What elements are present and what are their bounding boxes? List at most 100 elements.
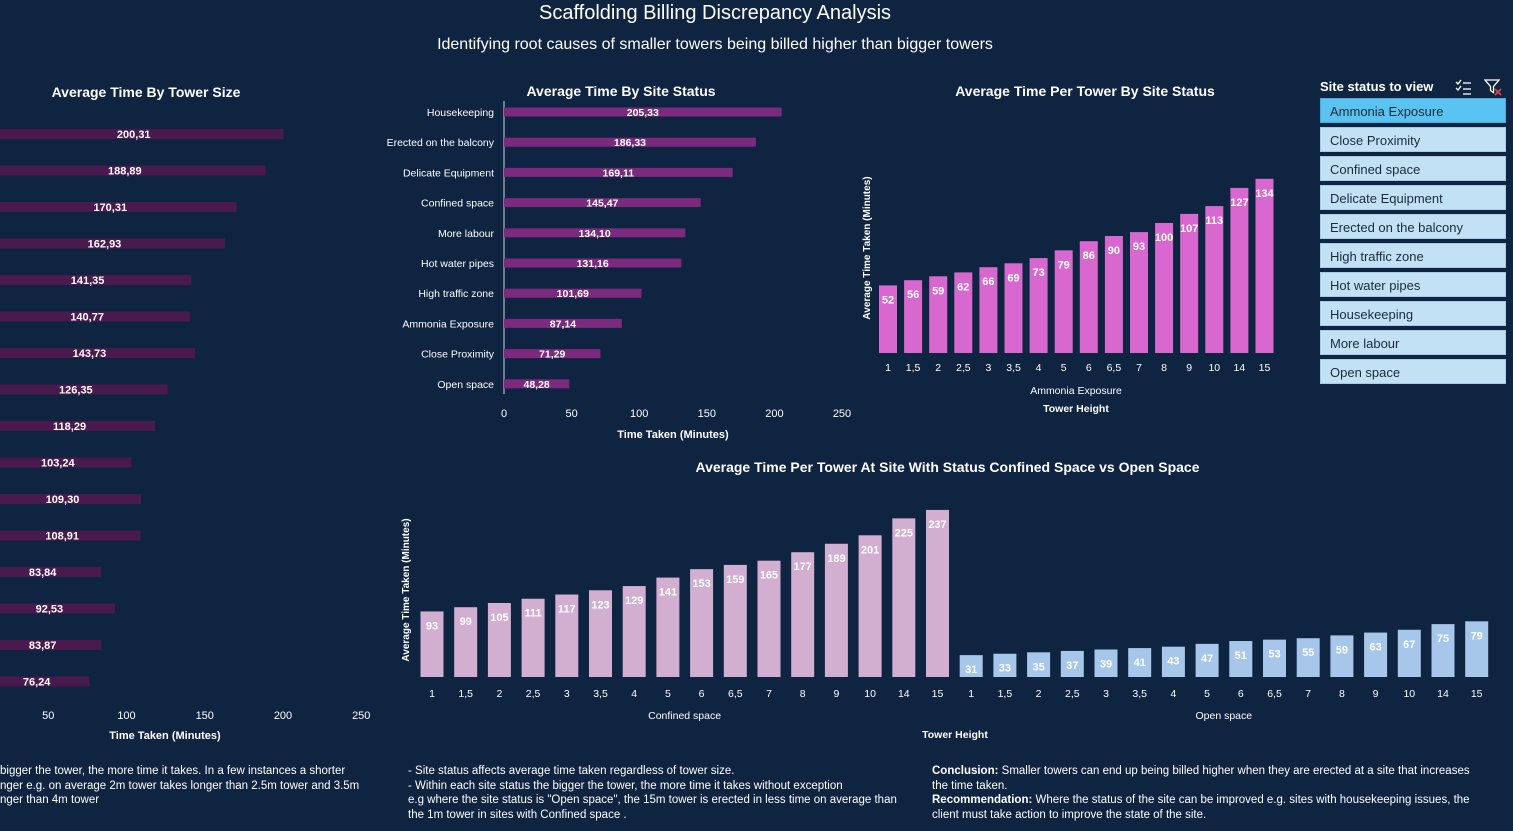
category-label: Housekeeping [427,107,494,119]
note-conclusion: Conclusion: Smaller towers can end up be… [932,764,1470,822]
bar [904,280,923,353]
x-tick-label: 2 [935,362,941,374]
data-label: 86 [1083,250,1095,262]
data-label: 53 [1268,649,1280,661]
x-tick-label: 10 [1208,362,1220,374]
data-label: 123 [591,599,609,611]
data-label: 47 [1201,653,1213,665]
x-tick-label: 100 [630,408,648,420]
x-tick-label: 1,5 [906,362,921,374]
x-tick-label: 3,5 [1006,362,1021,374]
data-label: 103,24 [41,458,76,470]
x-tick-label: 8 [800,688,806,700]
bar [420,611,444,677]
data-label: 73 [1032,267,1044,279]
bar [622,586,646,677]
data-label: 189 [827,553,845,565]
bar [1364,632,1388,677]
data-label: 55 [1302,647,1314,659]
bar [723,564,747,677]
x-tick-label: 250 [352,710,370,722]
bar [791,552,815,677]
data-label: 127 [1230,197,1248,209]
data-label: 201 [861,544,879,556]
bar [1195,643,1219,677]
data-label: 35 [1032,661,1044,673]
chart-title-per-tower-status: Average Time Per Tower By Site Status [955,83,1215,99]
slicer-item[interactable]: Hot water pipes [1320,272,1506,297]
x-tick-label: 6,5 [1267,688,1282,700]
slicer-item[interactable]: High traffic zone [1320,243,1506,268]
data-label: 62 [957,281,969,293]
data-label: 59 [1336,644,1348,656]
slicer-item[interactable]: Close Proximity [1320,127,1506,152]
bar [589,590,612,677]
x-tick-label: 1 [968,688,974,700]
x-tick-label: 5 [665,688,671,700]
bar [504,107,782,117]
data-label: 159 [726,574,744,586]
bar [1230,187,1249,353]
data-label: 111 [525,608,542,620]
bar [892,518,916,677]
chart-title-site-status: Average Time By Site Status [526,83,716,99]
data-label: 177 [794,561,812,573]
bar [0,238,225,249]
note-line: the 1m tower in sites with Confined spac… [408,808,627,821]
bar [1161,646,1185,677]
slicer-item[interactable]: Housekeeping [1320,301,1506,326]
slicer-item[interactable]: More labour [1320,330,1506,355]
bar [757,560,781,677]
data-label: 200,31 [117,129,151,141]
bar [487,602,511,677]
bar [1431,624,1455,677]
category-label: Ammonia Exposure [402,318,494,330]
data-label: 113 [1205,215,1223,227]
note-line: - Site status affects average time taken… [408,765,735,777]
x-tick-label: 4 [631,688,637,700]
x-tick-label: 100 [117,710,135,722]
chart-title-tower-size: Average Time By Tower Size [51,84,241,100]
slicer-item[interactable]: Ammonia Exposure [1320,98,1506,123]
data-label: 188,89 [108,166,142,178]
data-label: 143,73 [73,348,107,360]
bar [1004,263,1023,353]
conclusion-text-2: the time taken. [932,779,1008,792]
recommendation-text-2: client must take action to improve the s… [932,808,1207,821]
x-tick-label: 9 [1373,688,1379,700]
bar [1079,241,1098,353]
x-tick-label: 5 [1204,688,1210,700]
bar [1229,641,1253,677]
note-line: e.g where the site status is "Open space… [408,794,897,806]
data-label: 43 [1167,656,1179,668]
x-tick-label: 150 [196,710,214,722]
note-line: - Within each site status the bigger the… [408,779,843,792]
bar [959,655,983,677]
confined-vs-open-chart: Average Time Taken (Minutes) 931991,51052… [401,509,1489,741]
bar [824,543,848,677]
bar [0,275,192,285]
slicer-item[interactable]: Delicate Equipment [1320,185,1506,210]
bar [0,494,142,504]
data-label: 225 [895,527,913,539]
data-label: 101,69 [557,288,589,300]
data-label: 153 [692,578,710,590]
data-label: 169,11 [603,167,635,179]
conclusion-text: Smaller towers can end up being billed h… [998,765,1470,777]
data-label: 63 [1369,642,1381,654]
data-label: 109,30 [46,494,80,506]
slicer-item[interactable]: Open space [1320,359,1506,384]
slicer-item[interactable]: Erected on the balcony [1320,214,1506,239]
slicer-header: Site status to view [1320,76,1506,98]
bar [504,228,686,238]
bar [1104,236,1123,353]
multi-select-icon[interactable] [1454,78,1472,96]
y-axis-label: Average Time Taken (Minutes) [401,518,412,661]
bar [1255,178,1274,353]
clear-filter-icon[interactable] [1484,78,1502,96]
data-label: 108,91 [45,531,79,543]
data-label: 186,33 [614,137,646,149]
page-subtitle: Identifying root causes of smaller tower… [437,36,993,53]
category-label: High traffic zone [418,288,494,300]
slicer-item[interactable]: Confined space [1320,156,1506,181]
